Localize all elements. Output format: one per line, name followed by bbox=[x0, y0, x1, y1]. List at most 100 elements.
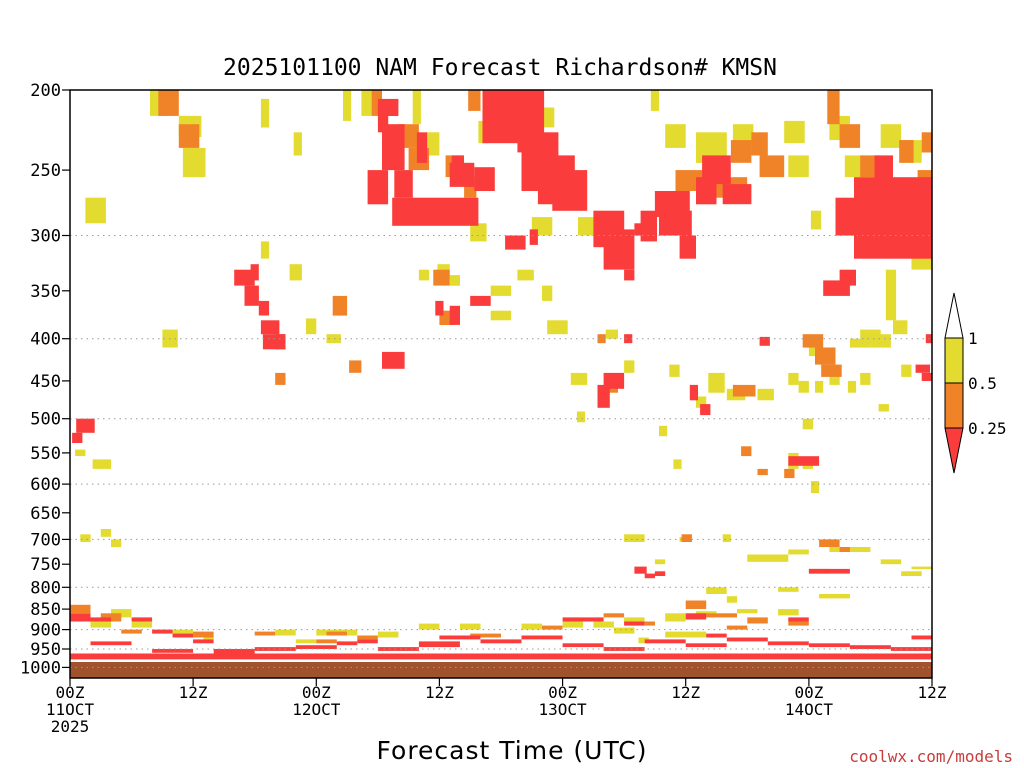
y-tick-label: 550 bbox=[30, 444, 61, 464]
ri-cell bbox=[624, 621, 645, 626]
ri-cell bbox=[659, 425, 668, 437]
ri-cell bbox=[547, 320, 568, 335]
plot-area bbox=[70, 90, 932, 678]
ri-cell bbox=[788, 621, 809, 626]
ri-cell bbox=[827, 90, 840, 125]
ri-cell bbox=[624, 269, 635, 281]
ri-cell bbox=[747, 617, 768, 624]
ri-cell bbox=[172, 633, 194, 638]
x-tick-label: 00Z bbox=[794, 683, 823, 702]
ri-cell bbox=[542, 107, 555, 128]
ri-cell bbox=[576, 411, 586, 423]
ri-cell bbox=[788, 617, 809, 622]
ri-cell bbox=[490, 285, 512, 296]
ri-cell bbox=[911, 566, 932, 569]
ri-cell bbox=[90, 617, 111, 622]
ri-cell bbox=[685, 643, 727, 648]
ri-cell bbox=[901, 364, 912, 377]
x-tick-label: 2025 bbox=[51, 717, 90, 736]
ri-cell bbox=[377, 107, 389, 133]
ri-cell bbox=[326, 334, 341, 344]
ri-cell bbox=[624, 534, 645, 542]
ri-cell bbox=[829, 547, 871, 552]
ri-cell bbox=[839, 269, 856, 286]
y-tick-label: 450 bbox=[30, 372, 61, 392]
ri-cell bbox=[665, 631, 707, 638]
ri-cell bbox=[732, 384, 756, 397]
ri-cell bbox=[100, 613, 122, 622]
ri-cell bbox=[470, 223, 487, 242]
x-axis-label: Forecast Time (UTC) bbox=[377, 736, 648, 765]
ground-fill bbox=[70, 662, 932, 678]
x-tick-label: 12Z bbox=[671, 683, 700, 702]
ri-cell bbox=[474, 167, 495, 191]
gridlines bbox=[70, 235, 932, 668]
ri-cell bbox=[343, 90, 352, 121]
ri-cell bbox=[371, 90, 382, 116]
ri-cell bbox=[72, 432, 83, 443]
ri-cell bbox=[131, 621, 153, 628]
ri-cell bbox=[111, 539, 122, 547]
ri-cell bbox=[821, 364, 842, 377]
ri-cell bbox=[244, 285, 259, 306]
ri-cell bbox=[880, 124, 902, 148]
ri-cell bbox=[708, 372, 725, 393]
ri-cell bbox=[726, 625, 748, 630]
legend-label: 0.25 bbox=[968, 419, 1007, 438]
ri-cell bbox=[172, 629, 194, 636]
plot-frame bbox=[69, 89, 933, 679]
ri-cell bbox=[899, 140, 914, 163]
ri-cell bbox=[741, 446, 752, 457]
ri-cell bbox=[361, 90, 374, 116]
ri-cell bbox=[152, 649, 194, 653]
ri-cell bbox=[689, 384, 698, 401]
ri-cell bbox=[131, 617, 153, 622]
ri-cell bbox=[702, 155, 731, 185]
y-tick-label: 850 bbox=[30, 600, 61, 620]
ri-cell bbox=[767, 641, 809, 646]
ri-cell bbox=[808, 568, 850, 574]
ri-cell bbox=[685, 613, 707, 620]
ri-cell bbox=[759, 336, 770, 346]
ri-cell bbox=[802, 334, 824, 348]
ri-cell bbox=[835, 197, 854, 236]
ri-cell bbox=[726, 596, 738, 603]
ri-cell bbox=[92, 459, 112, 469]
ri-cell bbox=[802, 418, 813, 430]
ri-cell bbox=[759, 155, 785, 178]
ri-cell bbox=[921, 132, 932, 153]
ri-cell bbox=[90, 641, 132, 646]
ri-cell bbox=[603, 647, 645, 651]
ri-cell bbox=[722, 534, 731, 542]
ri-cell bbox=[213, 649, 255, 654]
ri-cell bbox=[275, 334, 286, 350]
ri-cell bbox=[911, 635, 932, 640]
ri-cell bbox=[357, 639, 378, 644]
x-tick-label: 00Z bbox=[56, 683, 85, 702]
y-tick-label: 350 bbox=[30, 282, 61, 302]
ri-cell bbox=[726, 637, 768, 642]
ri-cell bbox=[593, 621, 614, 628]
ri-cell bbox=[570, 372, 588, 385]
y-tick-label: 400 bbox=[30, 330, 61, 350]
x-tick-label: 00Z bbox=[302, 683, 331, 702]
ri-cell bbox=[747, 554, 789, 562]
color-legend: 1 0.5 0.25 bbox=[944, 292, 1007, 474]
ri-cell bbox=[377, 631, 399, 638]
ri-cell bbox=[784, 468, 795, 479]
x-tick-label: 00Z bbox=[548, 683, 577, 702]
chart-title: 2025101100 NAM Forecast Richardson# KMSN bbox=[223, 55, 777, 81]
ri-cell bbox=[706, 613, 737, 618]
ri-cell bbox=[640, 210, 657, 242]
legend-label: 0.5 bbox=[968, 374, 997, 393]
ri-cell bbox=[597, 384, 610, 408]
ri-cell bbox=[111, 609, 132, 618]
ri-cell bbox=[70, 604, 91, 614]
ri-cell bbox=[893, 320, 908, 335]
y-tick-label: 950 bbox=[30, 640, 61, 660]
ri-cell bbox=[810, 481, 820, 493]
ri-cell bbox=[260, 98, 270, 128]
ri-cell bbox=[751, 132, 768, 156]
ri-cell bbox=[254, 647, 296, 651]
